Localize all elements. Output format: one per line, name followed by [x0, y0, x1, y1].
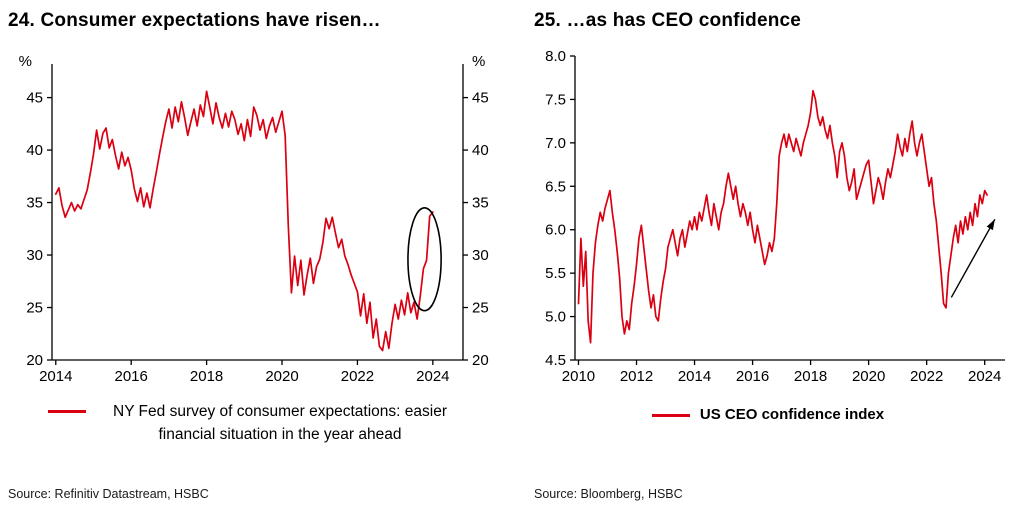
legend-consumer-expectations: NY Fed survey of consumer expectations: …	[0, 400, 512, 447]
x-tick-label: 2020	[852, 368, 885, 385]
arrow-annotation	[950, 218, 996, 298]
y-axis-unit-left: %	[19, 53, 32, 70]
x-tick-label: 2024	[968, 368, 1001, 385]
x-tick-label: 2016	[114, 368, 147, 385]
ceo-confidence-line-chart: 4.5 5.0 5.5 6.0 6.5 7.0 7.5 8.0 2010 2012 2014 2016…	[545, 48, 1005, 385]
arrow-head	[986, 219, 995, 231]
ellipse-annotation	[407, 207, 442, 312]
y-tick-label: 20	[26, 352, 43, 369]
panel-consumer-expectations: 24. Consumer expectations have risen… 20…	[0, 10, 512, 501]
data-line	[577, 89, 988, 344]
y-tick-label: 40	[26, 142, 43, 159]
y-axis-unit-right: %	[472, 53, 485, 70]
panel-ceo-confidence: 25. …as has CEO confidence 4.5 5.0 5.5 6.0 6…	[512, 0, 1024, 517]
legend-line-swatch	[651, 414, 690, 417]
legend-line-swatch	[48, 410, 86, 413]
source-note-left: Source: Refinitiv Datastream, HSBC	[8, 487, 209, 501]
x-tick-label: 2016	[736, 368, 769, 385]
y-tick-label: 35	[472, 195, 489, 212]
y-tick-label: 35	[26, 195, 43, 212]
y-tick-label: 20	[472, 352, 489, 369]
x-tick-label: 2018	[794, 368, 827, 385]
y-tick-label: 4.5	[545, 352, 566, 369]
x-tick-label: 2014	[39, 368, 72, 385]
legend-label: US CEO confidence index	[699, 406, 885, 423]
y-tick-label: 5.5	[545, 265, 566, 282]
chart-title-ceo-confidence: 25. …as has CEO confidence	[534, 10, 802, 31]
y-tick-label: 40	[472, 142, 489, 159]
x-tick-label: 2024	[416, 368, 449, 385]
y-tick-label: 5.0	[545, 309, 566, 326]
x-tick-label: 2012	[620, 368, 653, 385]
legend-label: NY Fed survey of consumer expectations: …	[113, 403, 447, 444]
x-tick-label: 2020	[265, 368, 298, 385]
y-tick-label: 30	[472, 247, 489, 264]
data-line	[54, 90, 434, 352]
y-tick-label: 8.0	[545, 48, 566, 65]
source-note-right: Source: Bloomberg, HSBC	[534, 487, 683, 501]
y-tick-label: 30	[26, 247, 43, 264]
x-tick-label: 2022	[910, 368, 943, 385]
y-tick-label: 25	[472, 300, 489, 317]
x-tick-label: 2010	[562, 368, 595, 385]
chart-title-consumer-expectations: 24. Consumer expectations have risen…	[8, 10, 381, 31]
y-tick-label: 45	[26, 90, 43, 107]
x-tick-label: 2014	[678, 368, 711, 385]
y-tick-label: 45	[472, 90, 489, 107]
y-tick-label: 25	[26, 300, 43, 317]
y-tick-label: 7.5	[545, 91, 566, 108]
x-tick-label: 2022	[341, 368, 374, 385]
y-tick-label: 6.5	[545, 178, 566, 195]
x-tick-label: 2018	[190, 368, 223, 385]
legend-ceo-confidence: US CEO confidence index	[512, 404, 1024, 427]
y-tick-label: 7.0	[545, 135, 566, 152]
y-tick-label: 6.0	[545, 222, 566, 239]
